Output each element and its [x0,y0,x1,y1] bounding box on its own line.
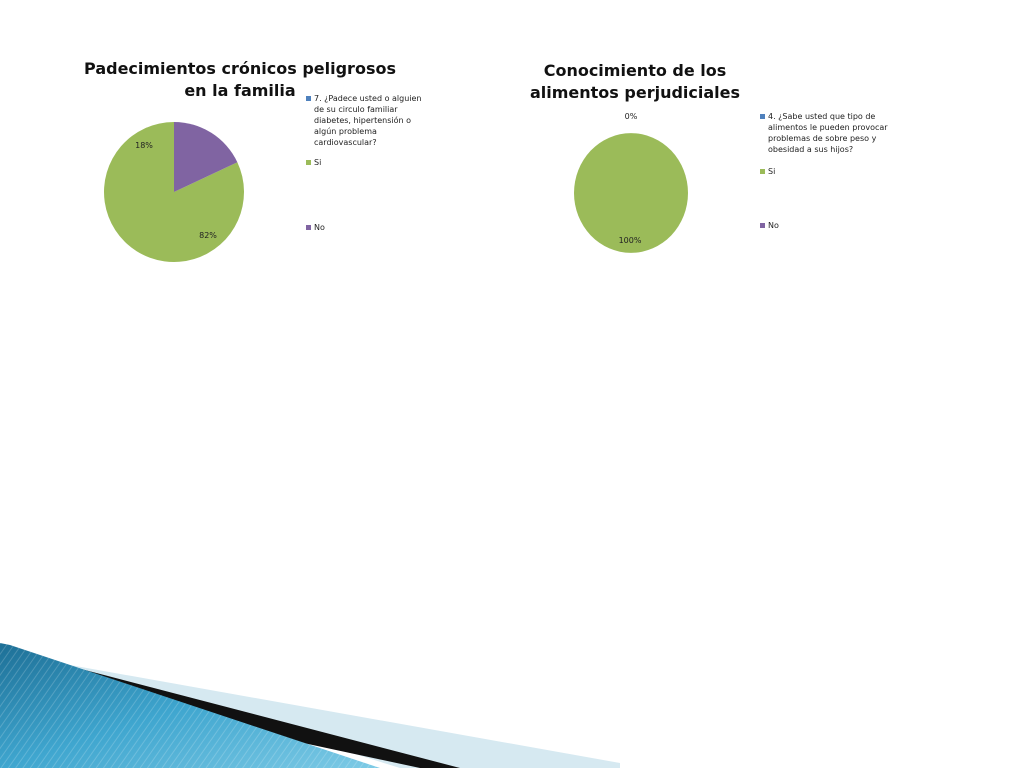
decor-light-band [70,665,620,768]
chart-2-title: Conocimiento de los alimentos perjudicia… [529,61,741,102]
chart-2-slice-1 [574,133,688,253]
slide-corner-decoration [0,643,620,768]
chart-1: Padecimientos crónicos peligrosos en la … [0,0,500,300]
chart-1-legend-label-question: 7. ¿Padece usted o alguien de su circulo… [314,94,422,147]
chart-1-pie: 82% 18% [104,122,245,262]
chart-2-legend-swatch-question [760,114,765,119]
chart-1-title: Padecimientos crónicos peligrosos en la … [84,59,396,100]
chart-2-legend-swatch-si [760,169,765,174]
decor-blue-stripes [0,643,380,768]
chart-2-legend-swatch-no [760,223,765,228]
chart-1-legend-item-si: Si [306,157,321,168]
chart-1-data-label-1: 82% [199,231,217,240]
chart-2-pie: 100% 0% [574,112,688,253]
chart-2: Conocimiento de los alimentos perjudicia… [0,0,1024,300]
chart-2-data-label-1: 100% [619,236,642,245]
chart-1-legend-swatch-no [306,225,311,230]
chart-1-slice-2 [174,122,238,192]
chart-1-legend-swatch-si [306,160,311,165]
chart-1-legend-label-no: No [314,223,325,232]
chart-2-legend-label-no: No [768,221,779,230]
chart-1-legend-swatch-question [306,96,311,101]
chart-1-legend-item-no: No [306,222,325,233]
chart-2-legend-item-question: 4. ¿Sabe usted que tipo de alimentos le … [760,111,893,155]
chart-1-legend-label-si: Si [314,158,322,167]
chart-2-legend-item-no: No [760,220,779,231]
chart-2-data-label-2: 0% [625,112,638,121]
chart-1-legend-item-question: 7. ¿Padece usted o alguien de su circulo… [306,93,426,148]
chart-2-legend-label-question: 4. ¿Sabe usted que tipo de alimentos le … [768,112,888,154]
chart-1-data-label-2: 18% [135,141,153,150]
chart-2-legend-item-si: Si [760,166,775,177]
chart-2-legend-label-si: Si [768,167,776,176]
